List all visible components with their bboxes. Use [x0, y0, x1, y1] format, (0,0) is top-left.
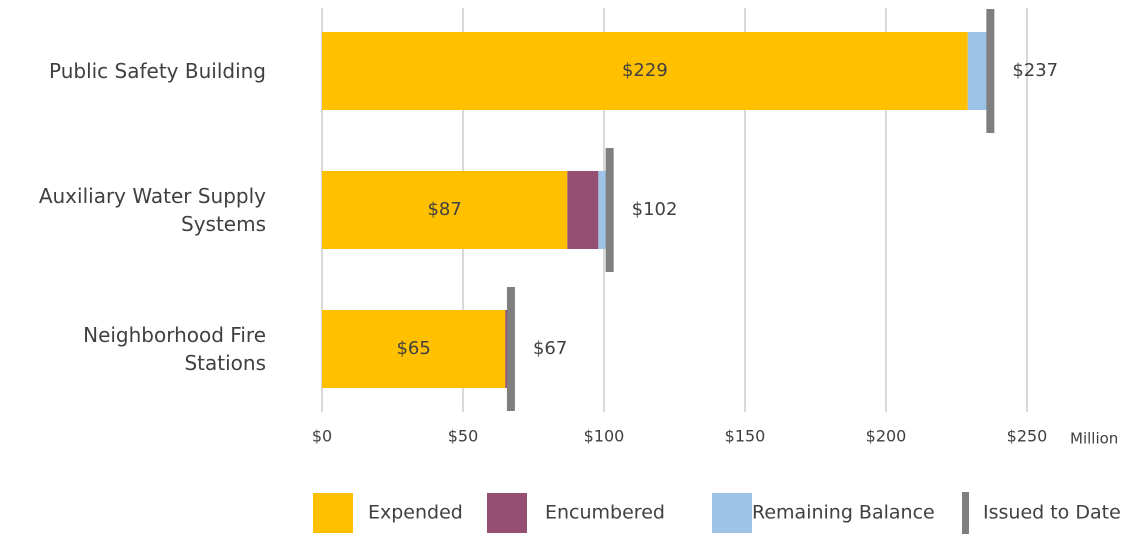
x-unit-label: Million — [1070, 430, 1118, 448]
legend-label: Expended — [368, 502, 463, 524]
category-label: Neighborhood Fire Stations — [83, 323, 266, 375]
legend-swatch — [313, 493, 353, 533]
bar-segment — [598, 171, 610, 249]
x-tick-label: $100 — [584, 427, 625, 446]
issued-marker — [506, 287, 515, 411]
legend-label: Issued to Date — [983, 502, 1121, 524]
legend-swatch — [487, 493, 527, 533]
value-label: $87 — [427, 199, 461, 220]
category-label: Public Safety Building — [48, 59, 266, 83]
value-label: $229 — [622, 60, 668, 81]
legend-label: Encumbered — [545, 502, 665, 524]
x-tick-label: $200 — [866, 427, 907, 446]
bar-segment — [322, 32, 968, 110]
x-tick-label: $250 — [1007, 427, 1048, 446]
bar-segment — [322, 171, 568, 249]
value-label: $65 — [396, 338, 430, 359]
x-tick-label: $0 — [312, 427, 332, 446]
legend-swatch — [962, 492, 969, 534]
bar-segment — [567, 171, 599, 249]
x-tick-label: $50 — [448, 427, 479, 446]
issued-marker — [986, 9, 995, 133]
issued-marker — [605, 148, 614, 272]
x-tick-label: $150 — [725, 427, 766, 446]
legend-label: Remaining Balance — [752, 502, 935, 524]
issued-label: $67 — [533, 338, 567, 359]
legend-swatch — [712, 493, 752, 533]
issued-label: $237 — [1012, 60, 1058, 81]
bar-segment — [505, 310, 509, 388]
bar-segment — [322, 310, 506, 388]
bar-segment — [967, 32, 991, 110]
issued-label: $102 — [632, 199, 678, 220]
category-label: Auxiliary Water Supply Systems — [38, 184, 266, 236]
